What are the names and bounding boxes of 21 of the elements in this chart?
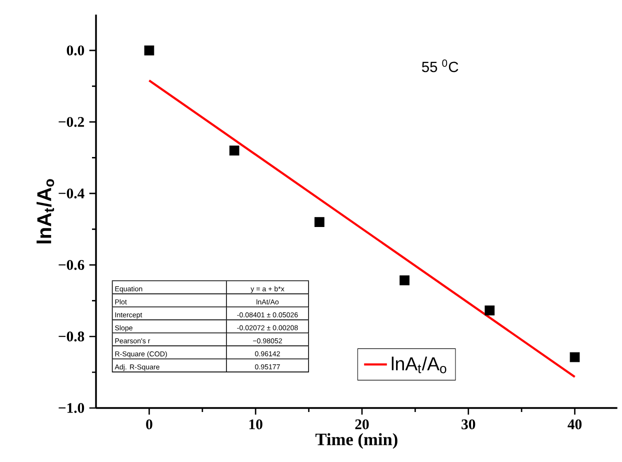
y-tick-label: −0.8: [58, 332, 84, 342]
y-tick-label: −0.6: [58, 260, 84, 270]
point: [570, 352, 580, 362]
x-tick-label: 20: [355, 419, 369, 430]
point: [314, 217, 324, 227]
x-tick-label: 40: [568, 419, 582, 430]
x-axis-title: Time (min): [315, 433, 398, 449]
y-tick-label: −1.0: [58, 403, 84, 413]
y-axis-title: lnA$_{t}$/A$_{o}$: [36, 179, 54, 244]
point: [484, 305, 495, 316]
point: [400, 275, 410, 286]
point: [144, 45, 154, 56]
annotation: 55 $^{0}$C: [422, 59, 458, 72]
y-tick-label: 0.0: [66, 45, 84, 56]
legend-label: lnA$_{t}$/A$_{o}$: [392, 356, 446, 374]
y-tick-label: −0.4: [58, 188, 84, 198]
x-tick-label: 10: [249, 419, 262, 430]
point: [229, 146, 240, 156]
x-tick-label: 0: [146, 419, 152, 430]
x-tick-label: 30: [462, 419, 476, 430]
y-tick-label: −0.2: [58, 116, 84, 127]
